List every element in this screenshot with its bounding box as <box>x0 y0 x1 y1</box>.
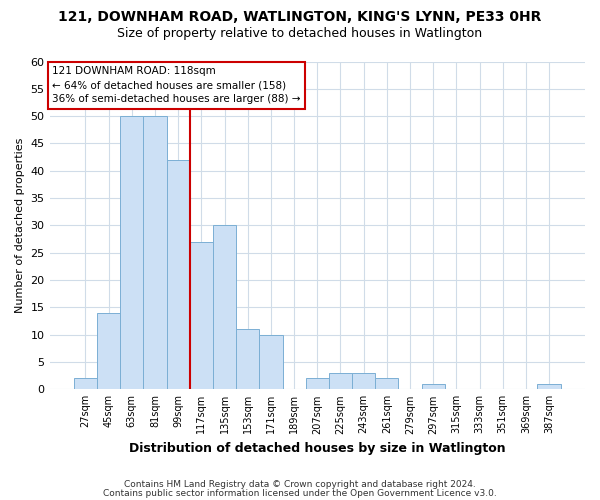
Text: Contains HM Land Registry data © Crown copyright and database right 2024.: Contains HM Land Registry data © Crown c… <box>124 480 476 489</box>
Bar <box>97 313 120 390</box>
Bar <box>329 373 352 390</box>
Text: 121, DOWNHAM ROAD, WATLINGTON, KING'S LYNN, PE33 0HR: 121, DOWNHAM ROAD, WATLINGTON, KING'S LY… <box>58 10 542 24</box>
Bar <box>74 378 97 390</box>
Text: Size of property relative to detached houses in Watlington: Size of property relative to detached ho… <box>118 28 482 40</box>
Bar <box>375 378 398 390</box>
Bar <box>167 160 190 390</box>
Bar <box>143 116 167 390</box>
Bar <box>120 116 143 390</box>
Bar <box>213 226 236 390</box>
Text: 121 DOWNHAM ROAD: 118sqm
← 64% of detached houses are smaller (158)
36% of semi-: 121 DOWNHAM ROAD: 118sqm ← 64% of detach… <box>52 66 301 104</box>
Bar <box>305 378 329 390</box>
X-axis label: Distribution of detached houses by size in Watlington: Distribution of detached houses by size … <box>129 442 506 455</box>
Y-axis label: Number of detached properties: Number of detached properties <box>15 138 25 313</box>
Bar <box>236 329 259 390</box>
Bar <box>538 384 560 390</box>
Text: Contains public sector information licensed under the Open Government Licence v3: Contains public sector information licen… <box>103 489 497 498</box>
Bar <box>259 334 283 390</box>
Bar <box>352 373 375 390</box>
Bar <box>422 384 445 390</box>
Bar <box>190 242 213 390</box>
